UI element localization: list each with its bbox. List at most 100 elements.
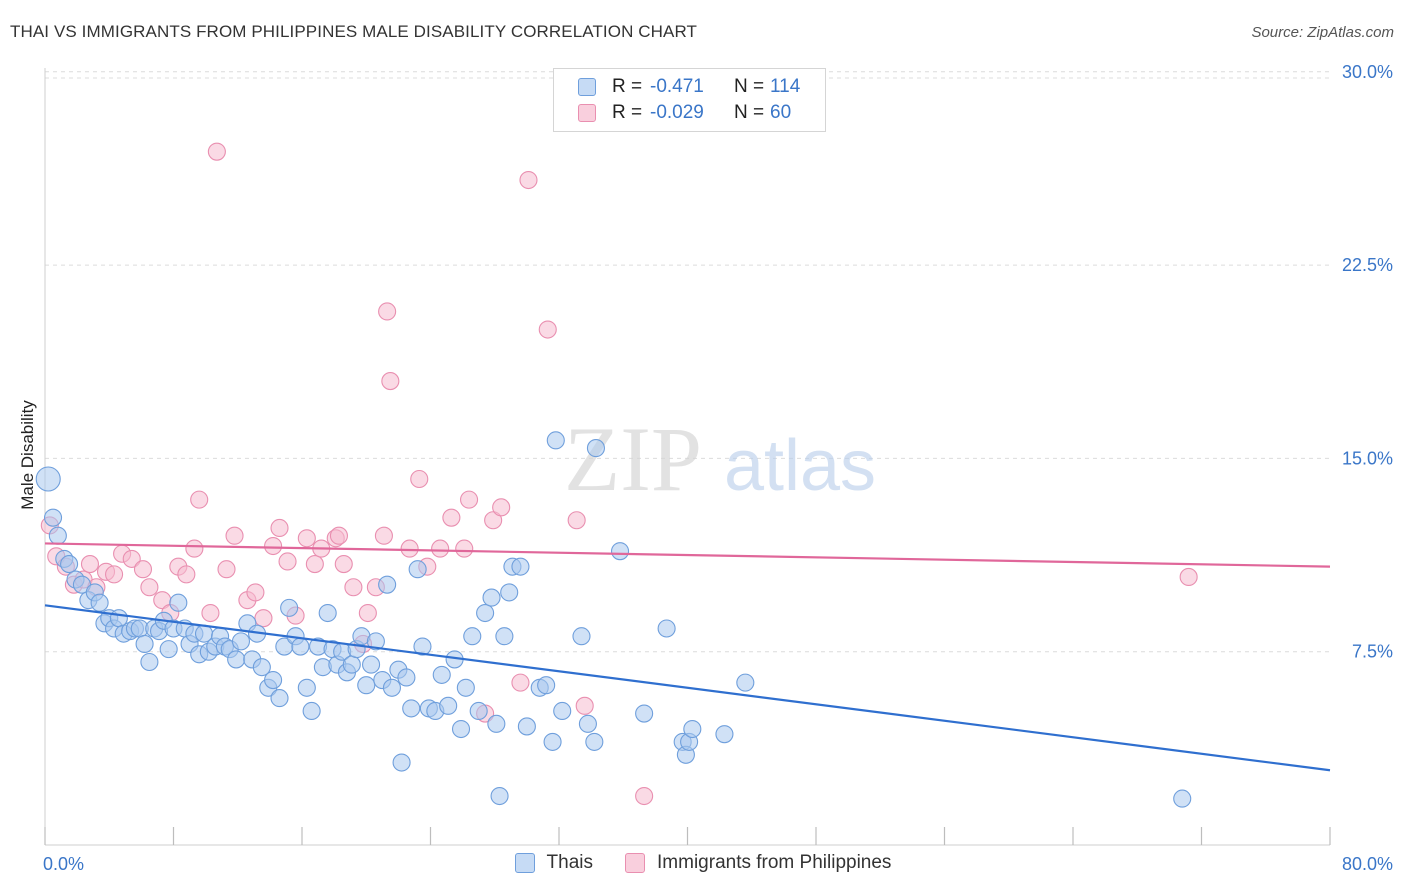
legend-label-thais: Thais	[546, 852, 594, 873]
thais-point	[264, 670, 283, 690]
thais-point	[463, 627, 482, 646]
thais-point	[392, 753, 411, 772]
thais-point	[469, 701, 488, 721]
thais-point	[159, 640, 178, 659]
philippines-point	[246, 583, 265, 602]
thais-trend-line	[44, 604, 1331, 772]
chart-source: Source: ZipAtlas.com	[1251, 24, 1394, 41]
thais-point	[48, 526, 67, 545]
philippines-point	[140, 578, 159, 597]
thais-point	[90, 593, 109, 612]
philippines-point	[381, 372, 400, 391]
thais-point	[270, 689, 289, 708]
philippines-point	[492, 498, 511, 517]
r-label: R =	[612, 102, 643, 123]
philippines-point	[410, 469, 429, 489]
philippines-point	[177, 565, 196, 584]
philippines-point	[1179, 567, 1198, 586]
x-tick-label-max: 80.0%	[1342, 854, 1393, 874]
philippines-point	[185, 539, 204, 558]
philippines-point	[575, 696, 594, 715]
philippines-point	[344, 578, 363, 597]
thais-point	[35, 466, 61, 492]
thais-point	[586, 439, 605, 458]
philippines-point	[80, 555, 100, 574]
philippines-point	[358, 603, 377, 623]
philippines-point	[378, 302, 397, 321]
philippines-point	[297, 529, 316, 548]
thais-point	[543, 732, 562, 751]
y-tick-label: 15.0%	[1342, 448, 1393, 468]
philippines-point	[455, 539, 474, 558]
thais-point	[511, 557, 530, 576]
philippines-point	[442, 508, 461, 527]
thais-point	[362, 655, 381, 674]
thais-point	[366, 632, 385, 651]
philippines-point	[538, 320, 557, 339]
philippines-point	[225, 526, 244, 545]
thais-point	[252, 658, 271, 677]
philippines-swatch	[578, 104, 596, 122]
thais-swatch	[578, 78, 596, 96]
legend-item-thais: Thais	[514, 852, 594, 874]
axis-tick-labels: 7.5% 15.0% 22.5% 30.0% 0.0% 80.0%	[43, 62, 1393, 874]
thais-point	[43, 508, 63, 527]
series-philippines-points	[40, 142, 1198, 806]
thais-point	[456, 678, 475, 697]
legend-item-philippines: Immigrants from Philippines	[625, 852, 891, 874]
philippines-point	[190, 490, 209, 509]
thais-point	[280, 598, 299, 617]
thais-point	[1173, 789, 1192, 808]
thais-point	[715, 725, 734, 744]
y-tick-label: 7.5%	[1352, 642, 1393, 662]
legend-row-thais: R = -0.471 N = 114	[578, 74, 800, 100]
y-tick-label: 30.0%	[1342, 62, 1393, 82]
philippines-point	[374, 526, 393, 545]
philippines-point	[278, 552, 297, 571]
thais-point	[482, 588, 501, 607]
philippines-point	[122, 549, 141, 568]
thais-point	[231, 632, 251, 651]
thais-point	[382, 678, 402, 697]
philippines-point	[270, 518, 289, 538]
n-value: 114	[770, 76, 801, 97]
grid-lines	[45, 71, 1330, 653]
thais-point	[318, 603, 337, 623]
philippines-point	[201, 603, 220, 623]
philippines-point	[105, 565, 124, 584]
chart-title: THAI VS IMMIGRANTS FROM PHILIPPINES MALE…	[10, 22, 698, 41]
thais-point	[342, 655, 361, 674]
thais-point	[432, 665, 451, 684]
thais-point	[610, 542, 630, 561]
thais-point	[451, 719, 471, 739]
philippines-point	[305, 555, 324, 574]
thais-point	[297, 678, 316, 697]
trend-lines	[44, 542, 1331, 772]
thais-point	[476, 603, 495, 623]
watermark-atlas: atlas	[724, 426, 876, 506]
r-value: -0.029	[650, 102, 704, 123]
philippines-point	[484, 511, 503, 530]
philippines-point	[519, 170, 538, 190]
legend-row-philippines: R = -0.029 N = 60	[578, 100, 791, 126]
thais-swatch	[514, 853, 535, 873]
philippines-trend-line	[44, 542, 1331, 568]
r-value: -0.471	[650, 76, 704, 97]
thais-point	[736, 673, 755, 692]
y-axis-label: Male Disability	[18, 400, 37, 510]
thais-point	[537, 676, 556, 695]
thais-point	[408, 560, 427, 579]
thais-point	[302, 701, 321, 721]
thais-point	[378, 575, 397, 594]
philippines-point	[207, 142, 226, 161]
thais-point	[657, 619, 676, 638]
y-tick-label: 22.5%	[1342, 255, 1393, 275]
series-thais-points	[35, 431, 1192, 808]
legend-label-philippines: Immigrants from Philippines	[657, 852, 892, 873]
thais-point	[553, 701, 572, 721]
thais-point	[578, 714, 597, 733]
r-label: R =	[612, 76, 643, 97]
x-tick-label-min: 0.0%	[43, 854, 84, 874]
philippines-point	[431, 539, 450, 558]
thais-point	[517, 717, 536, 736]
